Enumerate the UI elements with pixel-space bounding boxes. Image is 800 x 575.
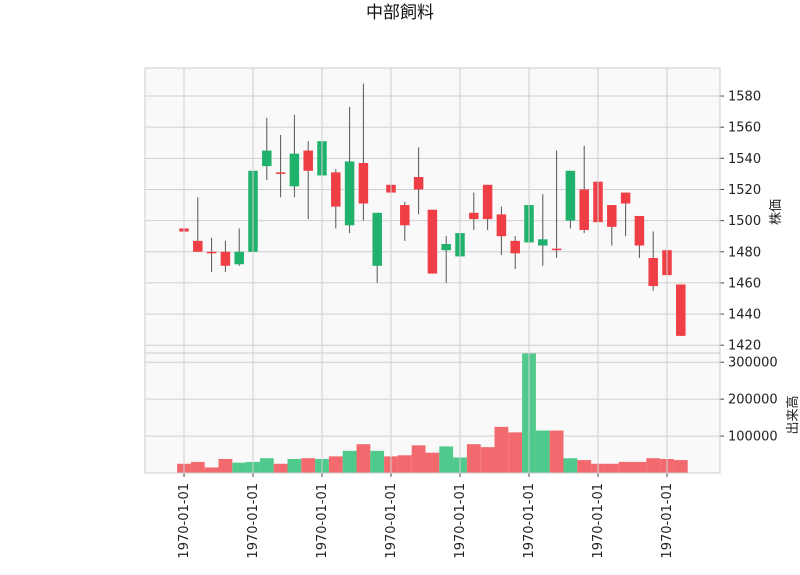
x-tick-labels: 1970-01-01 1970-01-01 1970-01-01 1970-01-01…: [177, 473, 675, 559]
candle-down: [469, 212, 479, 220]
volume-bar: [356, 444, 371, 473]
volume-bar: [425, 452, 440, 473]
volume-bar: [397, 455, 412, 473]
volume-bar: [618, 461, 633, 473]
candle-down: [413, 177, 424, 190]
volume-bar: [328, 456, 343, 473]
price-tick-label: 1580: [728, 90, 761, 105]
x-tick-label: 1970-01-01: [453, 483, 468, 559]
candle-up: [262, 150, 272, 167]
candle-down: [496, 214, 507, 237]
volume-bar: [604, 463, 619, 473]
x-tick-label: 1970-01-01: [591, 483, 606, 559]
volume-bar: [535, 430, 550, 473]
volume-bars: [177, 353, 688, 473]
candle-up: [565, 170, 576, 221]
volume-bar: [439, 446, 454, 473]
price-tick-label: 1480: [728, 245, 761, 260]
candle-down: [358, 163, 369, 204]
volume-bar: [577, 460, 592, 473]
price-tick-label: 1460: [728, 276, 761, 291]
volume-panel: 100000 200000 300000 出来高: [145, 353, 800, 473]
volume-panel-frame: [144, 352, 721, 474]
volume-bar: [673, 460, 688, 473]
x-gridlines: [183, 68, 668, 473]
x-tick-label: 1970-01-01: [660, 483, 675, 559]
volume-bar: [204, 467, 219, 473]
candle-down: [634, 215, 645, 246]
price-y-axis-label: 株価: [769, 199, 784, 225]
candle-down: [551, 248, 562, 251]
candle-up: [289, 153, 300, 187]
volume-bar: [466, 444, 481, 473]
volume-bar: [480, 447, 495, 473]
candle-down: [620, 192, 631, 204]
price-tick-label: 1520: [728, 183, 761, 198]
price-tick-label: 1440: [728, 308, 761, 323]
candle-down: [275, 172, 286, 174]
price-tick-label: 1560: [728, 121, 761, 136]
x-tick-label: 1970-01-01: [177, 483, 192, 559]
chart-title: 中部飼料: [366, 3, 434, 23]
volume-bar: [494, 426, 509, 473]
candle-down: [303, 150, 313, 171]
volume-bar: [232, 462, 247, 473]
candle-up: [441, 243, 451, 251]
volume-y-axis-label: 出来高: [785, 395, 800, 434]
candle-up: [344, 161, 355, 226]
volume-bar: [218, 458, 233, 473]
volume-gridlines: [145, 361, 720, 437]
price-panel: 1420 1440 1460 1480 1500 1520 1540 1560 1580 株価: [145, 68, 784, 354]
volume-bar: [646, 458, 661, 473]
price-tick-label: 1420: [728, 339, 761, 354]
candle-down: [400, 205, 410, 226]
volume-tick-label: 300000: [728, 356, 778, 371]
candle-down: [220, 251, 231, 266]
candle-down: [579, 189, 589, 230]
volume-bar: [370, 450, 385, 473]
volume-bar: [411, 445, 426, 473]
price-y-tick-labels: 1420 1440 1460 1480 1500 1520 1540 1560 1580: [720, 90, 761, 354]
candle-up: [372, 212, 382, 266]
volume-y-tick-labels: 100000 200000 300000: [720, 356, 778, 445]
x-tick-label: 1970-01-01: [246, 483, 261, 559]
price-tick-label: 1540: [728, 152, 761, 167]
candle-down: [206, 251, 217, 254]
x-tick-label: 1970-01-01: [522, 483, 537, 559]
candle-down: [510, 240, 520, 254]
volume-bar: [287, 458, 302, 473]
volume-tick-label: 100000: [728, 430, 778, 445]
volume-bar: [259, 458, 274, 473]
candle-up: [234, 251, 244, 265]
candle-down: [193, 240, 203, 252]
candle-down: [648, 258, 658, 287]
volume-bar: [632, 461, 647, 473]
candle-up: [538, 239, 548, 246]
candle-down: [676, 284, 686, 336]
candle-down: [607, 205, 617, 227]
volume-bar: [301, 458, 316, 473]
volume-bar: [342, 450, 357, 473]
volume-bar: [273, 463, 288, 473]
volume-tick-label: 200000: [728, 393, 778, 408]
volume-bar: [190, 461, 205, 473]
volume-bar: [563, 458, 578, 473]
candle-down: [427, 209, 438, 274]
price-tick-label: 1500: [728, 214, 761, 229]
volume-bar: [549, 430, 564, 473]
volume-bar: [508, 432, 523, 473]
candle-down: [482, 184, 493, 220]
x-tick-label: 1970-01-01: [384, 483, 399, 559]
x-tick-label: 1970-01-01: [315, 483, 330, 559]
candle-down: [331, 172, 341, 207]
